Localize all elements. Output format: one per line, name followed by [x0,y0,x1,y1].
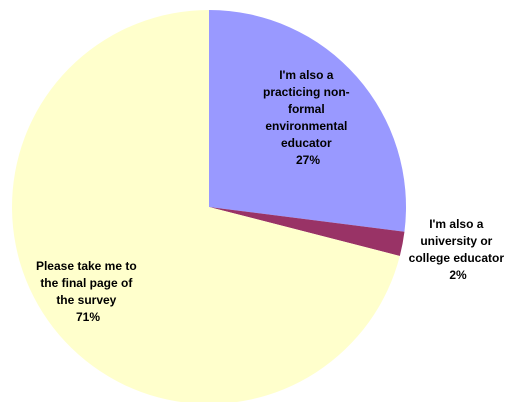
svg-text:Please take me to the: Please take me to the final page of the … [36,259,140,324]
slice-label-final-page: Please take me to the final page of the … [36,259,140,324]
pie-labels: I'm also a practicing non- formal enviro… [36,68,508,324]
slice-environmental-educator [209,10,407,232]
label-line: educator [281,136,332,150]
label-line: I'm also a [279,68,334,82]
label-line: college educator [409,251,505,265]
label-line: practicing non- [263,85,350,99]
slice-label-environmental-educator: I'm also a practicing non- formal enviro… [263,68,353,167]
label-line: formal [288,102,325,116]
label-line: university or [420,234,492,248]
label-line: Please take me to [36,259,137,273]
pie-slices [12,10,407,402]
slice-university-educator [209,207,405,256]
label-line: I'm also a [429,217,484,231]
svg-text:I'm also a university: I'm also a university or college educato… [409,217,508,282]
label-line: the final page of [40,276,133,290]
slice-final-page [12,10,400,402]
percent-label: 27% [296,153,320,167]
percent-label: 2% [449,268,467,282]
label-line: the survey [56,293,116,307]
svg-text:I'm also a practicing: I'm also a practicing non- formal enviro… [263,68,353,167]
slice-label-university-educator: I'm also a university or college educato… [409,217,508,282]
label-line: environmental [265,119,347,133]
percent-label: 71% [76,310,100,324]
